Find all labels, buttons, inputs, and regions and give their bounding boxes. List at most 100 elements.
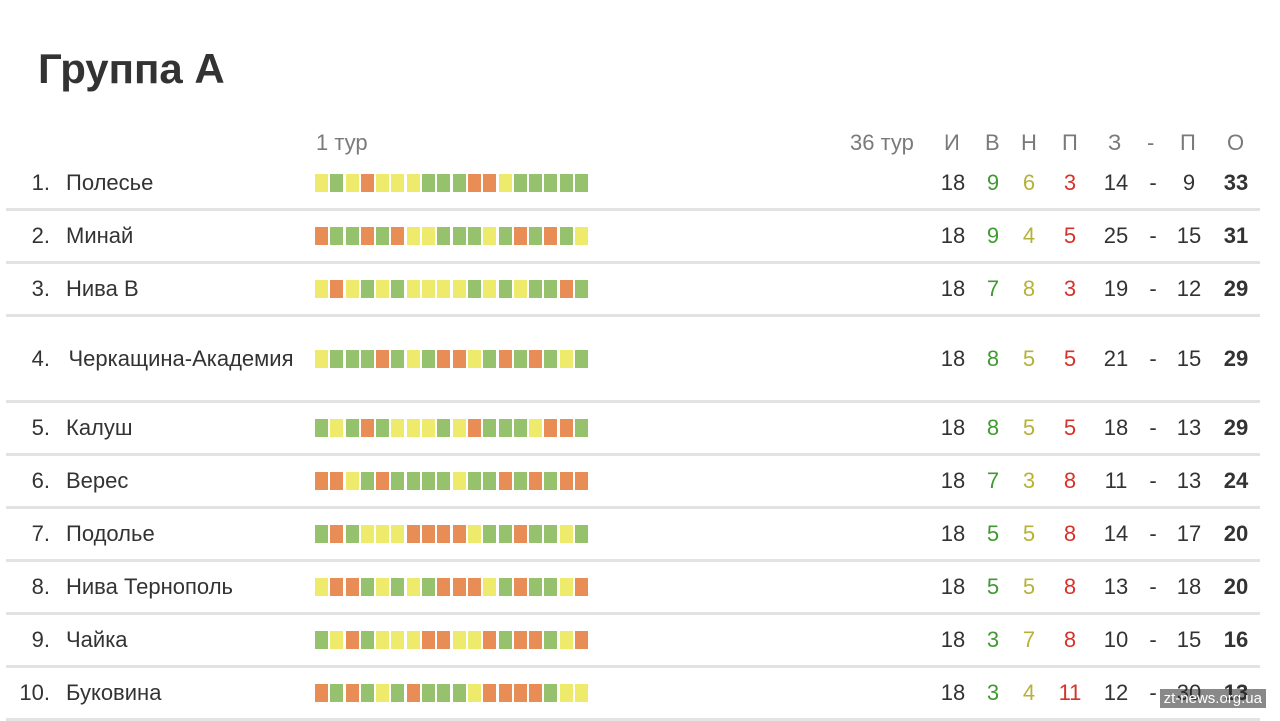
form-loss — [452, 578, 466, 596]
goals-dash: - — [1149, 276, 1157, 301]
form-draw — [376, 525, 390, 543]
goals-dash: - — [1149, 574, 1157, 599]
form-win — [544, 349, 558, 368]
form-loss — [437, 525, 451, 543]
losses: 11 — [1058, 680, 1082, 705]
goals-against: 17 — [1176, 521, 1202, 546]
form-draw — [498, 174, 512, 192]
form-win — [498, 419, 512, 437]
form-loss — [422, 631, 436, 649]
form-win — [575, 419, 589, 437]
form-loss — [559, 472, 573, 490]
team-rank: 3. — [31, 276, 50, 301]
goals-for: 14 — [1103, 170, 1129, 195]
wins: 8 — [986, 415, 1000, 440]
form-draw — [406, 419, 420, 437]
goals-dash: - — [1149, 415, 1157, 440]
goals-for: 13 — [1103, 574, 1129, 599]
form-draw — [345, 472, 359, 490]
wins: 5 — [986, 574, 1000, 599]
goals-for: 12 — [1103, 680, 1129, 705]
table-row: 5. Калуш 18 8 5 5 18-13 29 — [6, 403, 1260, 456]
form-win — [422, 472, 436, 490]
form-loss — [498, 472, 512, 490]
form-win — [391, 578, 405, 596]
form-loss — [513, 631, 527, 649]
team-name: Калуш — [66, 415, 133, 440]
form-win — [529, 280, 543, 298]
form-loss — [513, 227, 527, 245]
form-strip — [315, 668, 595, 718]
wins: 3 — [986, 680, 1000, 705]
form-win — [391, 349, 405, 368]
header-played: И — [944, 130, 960, 155]
losses: 8 — [1063, 521, 1077, 546]
form-loss — [483, 631, 497, 649]
form-draw — [315, 349, 328, 368]
form-strip — [315, 615, 595, 665]
form-draw — [467, 631, 481, 649]
draws: 7 — [1022, 627, 1036, 652]
header-lost: П — [1062, 130, 1078, 155]
goals-against: 18 — [1176, 574, 1202, 599]
form-loss — [544, 227, 558, 245]
games-played: 18 — [940, 468, 966, 493]
form-loss — [315, 684, 328, 702]
form-loss — [406, 684, 420, 702]
points: 29 — [1223, 276, 1249, 301]
form-loss — [330, 578, 344, 596]
form-win — [513, 349, 527, 368]
form-draw — [575, 684, 589, 702]
form-win — [498, 227, 512, 245]
draws: 6 — [1022, 170, 1036, 195]
form-draw — [483, 578, 497, 596]
losses: 8 — [1063, 574, 1077, 599]
form-strip — [315, 403, 595, 453]
form-loss — [315, 227, 328, 245]
form-loss — [529, 631, 543, 649]
form-draw — [376, 578, 390, 596]
form-win — [575, 280, 589, 298]
form-draw — [391, 525, 405, 543]
goals-against: 12 — [1176, 276, 1202, 301]
team-rank: 4. — [31, 345, 50, 371]
form-draw — [452, 631, 466, 649]
form-loss — [483, 684, 497, 702]
games-played: 18 — [940, 170, 966, 195]
games-played: 18 — [940, 574, 966, 599]
team-name: Буковина — [66, 680, 162, 705]
form-win — [452, 174, 466, 192]
form-win — [391, 684, 405, 702]
form-draw — [452, 472, 466, 490]
form-win — [544, 578, 558, 596]
goals-for: 25 — [1103, 223, 1129, 248]
goals-for: 18 — [1103, 415, 1129, 440]
form-draw — [575, 227, 589, 245]
form-win — [330, 227, 344, 245]
form-win — [330, 684, 344, 702]
form-draw — [437, 280, 451, 298]
form-win — [345, 419, 359, 437]
form-win — [544, 174, 558, 192]
form-draw — [513, 280, 527, 298]
losses: 5 — [1063, 415, 1077, 440]
form-draw — [559, 684, 573, 702]
form-strip — [315, 509, 595, 559]
form-win — [391, 280, 405, 298]
table-row: 9. Чайка 18 3 7 8 10-15 16 — [6, 615, 1260, 668]
form-win — [529, 578, 543, 596]
form-loss — [483, 174, 497, 192]
form-win — [330, 349, 344, 368]
wins: 5 — [986, 521, 1000, 546]
form-win — [345, 227, 359, 245]
wins: 9 — [986, 223, 1000, 248]
form-win — [575, 349, 589, 368]
team-rank: 1. — [31, 170, 50, 195]
wins: 8 — [986, 345, 1000, 371]
form-loss — [544, 419, 558, 437]
form-draw — [376, 684, 390, 702]
form-win — [544, 684, 558, 702]
group-title: Группа А — [38, 45, 225, 92]
form-win — [360, 578, 374, 596]
table-row: 7. Подолье 18 5 5 8 14-17 20 — [6, 509, 1260, 562]
